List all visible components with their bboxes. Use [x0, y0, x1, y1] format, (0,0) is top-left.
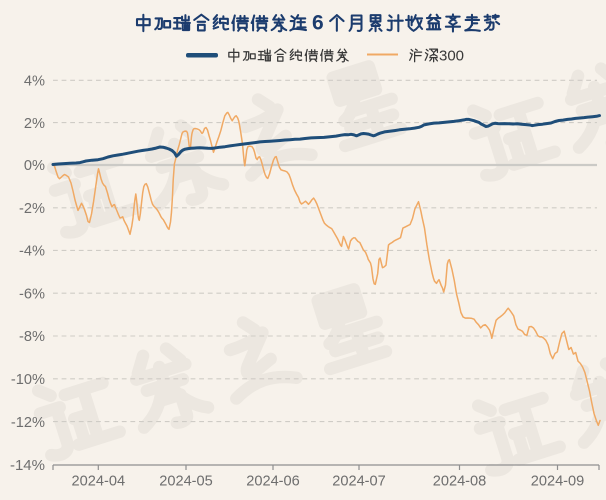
svg-text:300: 300: [439, 48, 464, 65]
svg-text:-10%: -10%: [11, 372, 45, 388]
svg-text:-2%: -2%: [19, 201, 45, 217]
svg-text:2%: 2%: [24, 116, 45, 132]
svg-text:-6%: -6%: [19, 286, 45, 302]
svg-text:2024-08: 2024-08: [433, 474, 487, 490]
svg-text:4%: 4%: [24, 74, 45, 90]
svg-text:2024-09: 2024-09: [531, 474, 585, 490]
svg-text:2024-05: 2024-05: [159, 474, 213, 490]
svg-text:2024-04: 2024-04: [72, 474, 126, 490]
svg-text:6: 6: [312, 12, 324, 35]
svg-text:-4%: -4%: [19, 244, 45, 260]
svg-text:-14%: -14%: [10, 457, 45, 474]
svg-text:-12%: -12%: [11, 415, 45, 431]
svg-text:2024-06: 2024-06: [246, 474, 300, 490]
svg-text:0%: 0%: [24, 158, 45, 174]
svg-text:-8%: -8%: [19, 329, 45, 345]
svg-text:2024-07: 2024-07: [332, 474, 386, 490]
